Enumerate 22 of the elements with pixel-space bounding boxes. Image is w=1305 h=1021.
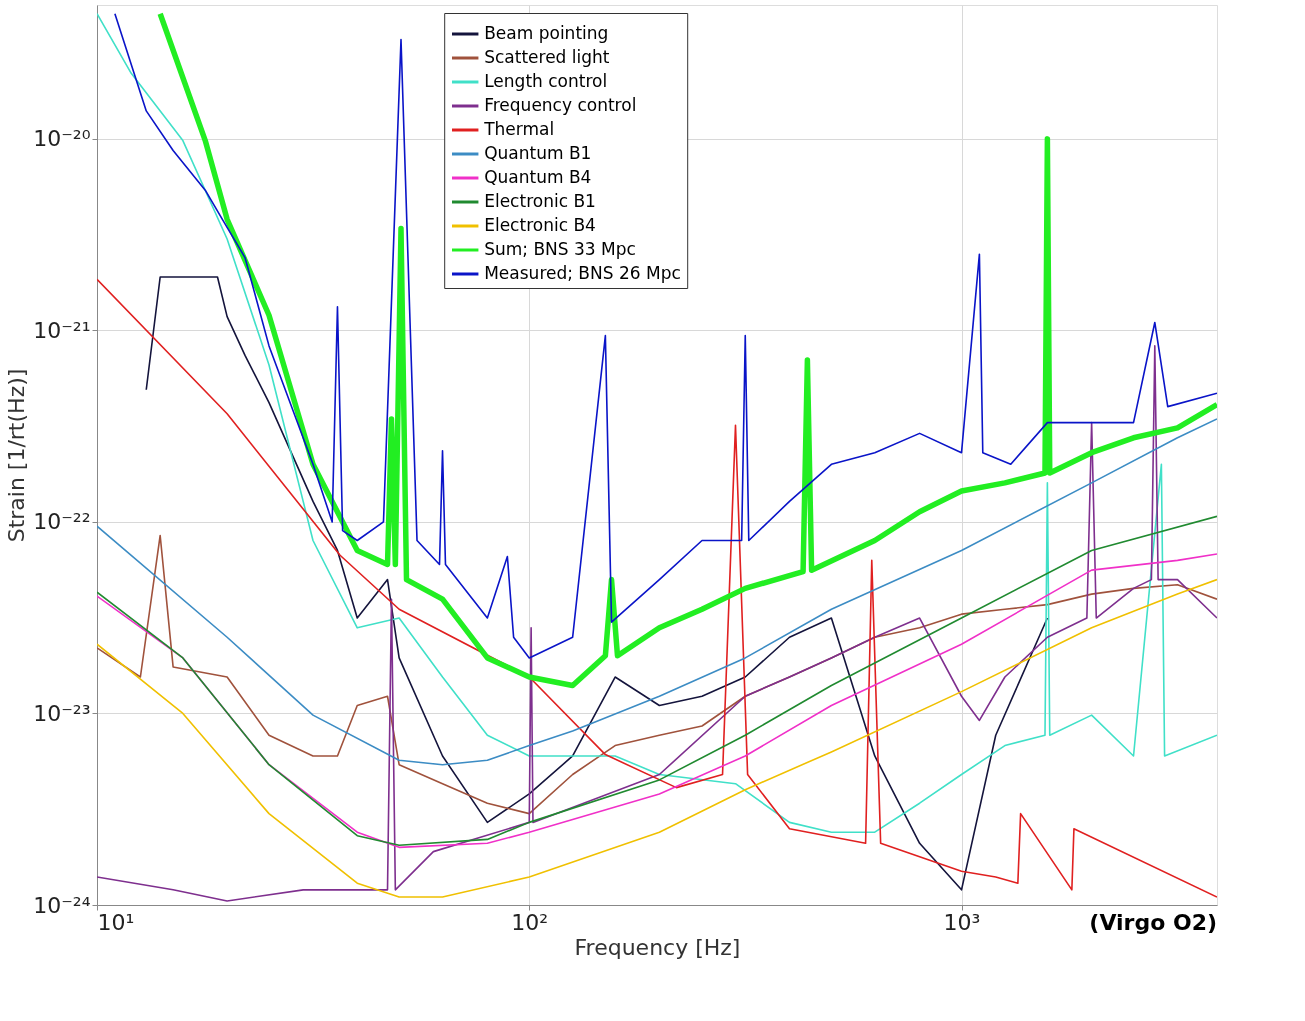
legend-label: Electronic B1 bbox=[484, 191, 596, 211]
text: (Virgo O2) bbox=[1089, 910, 1217, 935]
legend-label: Quantum B4 bbox=[484, 167, 592, 187]
y-tick-label: 10⁻²¹ bbox=[33, 317, 91, 343]
x-tick-label: 10³ bbox=[943, 909, 981, 935]
legend-label: Frequency control bbox=[484, 95, 637, 115]
y-tick-label: 10⁻²³ bbox=[33, 700, 91, 726]
x-axis-title: Frequency [Hz] bbox=[574, 934, 741, 960]
y-tick-label: 10⁻²² bbox=[33, 509, 91, 535]
y-tick-label: 10⁻²⁴ bbox=[33, 892, 91, 918]
legend-label: Quantum B1 bbox=[484, 143, 592, 163]
y-axis-title: Strain [1/rt(Hz)] bbox=[4, 368, 30, 543]
legend-label: Sum; BNS 33 Mpc bbox=[484, 239, 636, 259]
legend-label: Scattered light bbox=[484, 47, 610, 67]
legend-label: Thermal bbox=[483, 119, 555, 139]
legend-label: Electronic B4 bbox=[484, 215, 596, 235]
x-tick-label: 10¹ bbox=[97, 909, 135, 935]
x-tick-label: 10² bbox=[511, 909, 549, 935]
legend-label: Measured; BNS 26 Mpc bbox=[484, 263, 681, 283]
legend-label: Length control bbox=[484, 71, 608, 91]
y-tick-label: 10⁻²⁰ bbox=[33, 126, 91, 152]
legend-label: Beam pointing bbox=[484, 23, 609, 43]
